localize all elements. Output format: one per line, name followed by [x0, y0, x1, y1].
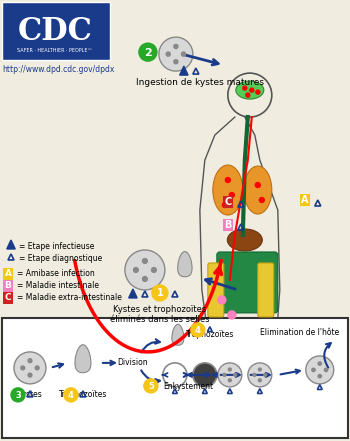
- FancyBboxPatch shape: [217, 252, 278, 313]
- Text: A: A: [301, 195, 309, 205]
- Circle shape: [223, 374, 226, 376]
- Circle shape: [228, 311, 236, 319]
- Circle shape: [125, 250, 165, 290]
- Circle shape: [255, 183, 260, 187]
- Circle shape: [191, 323, 205, 337]
- Circle shape: [159, 37, 193, 71]
- Circle shape: [174, 45, 178, 49]
- Circle shape: [246, 93, 250, 97]
- Text: http://www.dpd.cdc.gov/dpdx: http://www.dpd.cdc.gov/dpdx: [2, 65, 114, 74]
- FancyBboxPatch shape: [258, 263, 274, 317]
- FancyBboxPatch shape: [208, 263, 224, 317]
- Circle shape: [256, 90, 260, 94]
- Circle shape: [225, 178, 230, 183]
- Circle shape: [229, 193, 234, 198]
- FancyBboxPatch shape: [2, 2, 110, 60]
- Circle shape: [222, 202, 228, 208]
- Text: SAFER · HEALTHIER · PEOPLE™: SAFER · HEALTHIER · PEOPLE™: [17, 48, 93, 52]
- Ellipse shape: [236, 81, 264, 99]
- FancyBboxPatch shape: [2, 318, 348, 438]
- Circle shape: [253, 374, 256, 376]
- Polygon shape: [75, 345, 91, 373]
- Circle shape: [64, 388, 78, 402]
- Circle shape: [182, 52, 186, 56]
- Text: = Etape infectieuse: = Etape infectieuse: [19, 243, 94, 251]
- Circle shape: [264, 374, 267, 376]
- Circle shape: [139, 43, 157, 61]
- Text: 1: 1: [156, 288, 163, 299]
- Text: 2: 2: [144, 48, 152, 58]
- Text: 5: 5: [148, 382, 154, 391]
- Text: Ingestion de kystes matures: Ingestion de kystes matures: [136, 78, 264, 87]
- Text: C: C: [224, 197, 231, 207]
- Polygon shape: [180, 66, 188, 75]
- Text: B: B: [5, 281, 12, 291]
- Circle shape: [306, 356, 334, 384]
- Circle shape: [174, 60, 178, 64]
- Text: 3: 3: [15, 391, 21, 400]
- Text: Elimination de l'hôte: Elimination de l'hôte: [260, 328, 340, 337]
- Text: Kystes: Kystes: [18, 390, 42, 399]
- Text: = Maladie intestinale: = Maladie intestinale: [17, 281, 99, 291]
- Text: = Etape diagnostique: = Etape diagnostique: [19, 254, 102, 263]
- Circle shape: [166, 52, 170, 56]
- Circle shape: [144, 379, 158, 393]
- Circle shape: [318, 374, 321, 378]
- Text: Division: Division: [118, 359, 148, 367]
- Circle shape: [35, 366, 39, 370]
- Text: Trophozoïtes: Trophozoïtes: [59, 390, 107, 399]
- Circle shape: [142, 277, 147, 281]
- Polygon shape: [178, 252, 192, 277]
- Circle shape: [133, 268, 138, 273]
- Circle shape: [21, 366, 25, 370]
- Text: 4: 4: [68, 391, 74, 400]
- Circle shape: [28, 373, 32, 377]
- Circle shape: [14, 352, 46, 384]
- Polygon shape: [129, 289, 137, 298]
- Circle shape: [229, 368, 231, 371]
- Circle shape: [218, 363, 242, 387]
- Text: 4: 4: [195, 326, 201, 335]
- Circle shape: [218, 296, 226, 304]
- Text: Enkystement: Enkystement: [163, 382, 213, 391]
- Text: Trophozoïtes: Trophozoïtes: [186, 330, 234, 339]
- Circle shape: [324, 368, 328, 372]
- Circle shape: [11, 388, 25, 402]
- Ellipse shape: [244, 166, 272, 214]
- Polygon shape: [7, 240, 15, 249]
- Circle shape: [258, 379, 261, 382]
- Text: C: C: [5, 293, 11, 303]
- Text: = Amibase infection: = Amibase infection: [17, 269, 95, 278]
- Circle shape: [229, 379, 231, 382]
- Text: = Maladie extra-intestinale: = Maladie extra-intestinale: [17, 293, 122, 303]
- Circle shape: [152, 268, 156, 273]
- Circle shape: [250, 88, 254, 92]
- Circle shape: [243, 86, 247, 90]
- Text: B: B: [224, 220, 231, 230]
- Circle shape: [142, 258, 147, 263]
- Circle shape: [312, 368, 315, 372]
- Circle shape: [318, 362, 321, 365]
- Text: A: A: [5, 269, 12, 278]
- Text: Kystes et trophozoïtes
éliminés dans les selles: Kystes et trophozoïtes éliminés dans les…: [110, 305, 210, 324]
- Circle shape: [193, 363, 217, 387]
- Polygon shape: [172, 324, 184, 345]
- Circle shape: [259, 198, 264, 202]
- Ellipse shape: [228, 229, 262, 251]
- Circle shape: [258, 368, 261, 371]
- Circle shape: [28, 359, 32, 363]
- Text: CDC: CDC: [18, 15, 92, 47]
- Ellipse shape: [213, 165, 243, 215]
- Circle shape: [152, 285, 168, 301]
- Circle shape: [234, 374, 237, 376]
- Circle shape: [248, 363, 272, 387]
